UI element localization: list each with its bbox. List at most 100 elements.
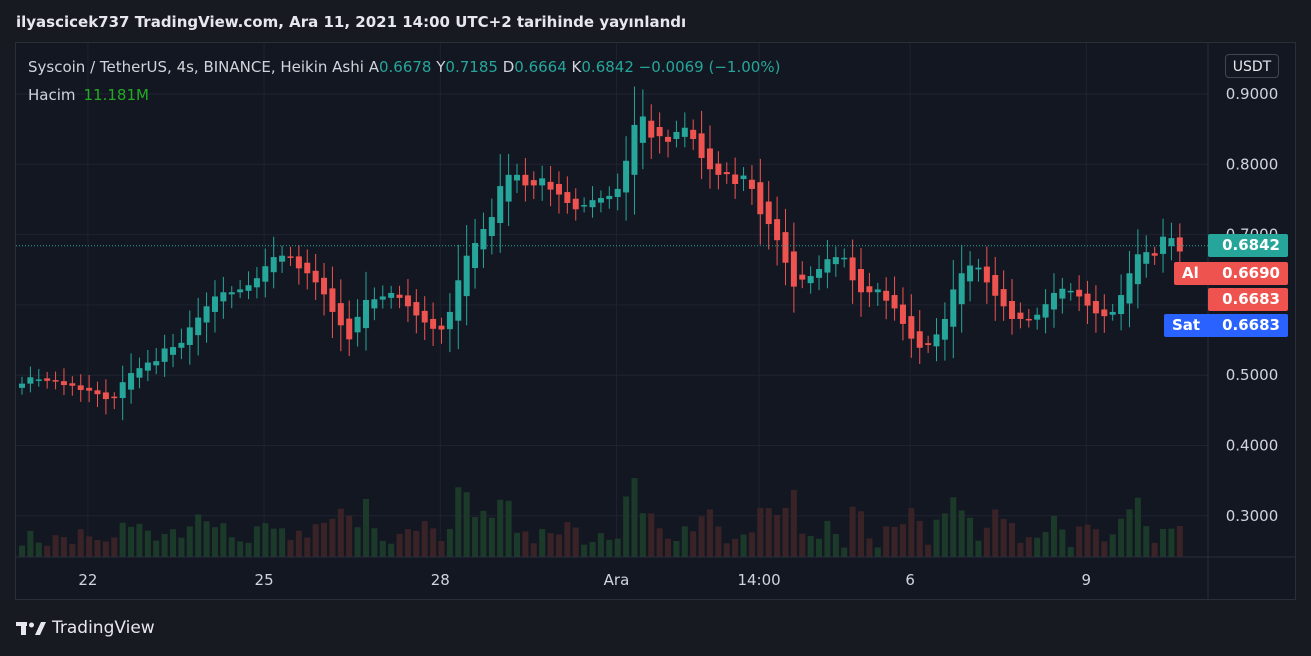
candle-body — [673, 131, 680, 139]
x-tick-label: 22 — [78, 571, 97, 589]
candle-body — [144, 362, 151, 371]
volume-bar — [983, 527, 990, 557]
candle-body — [27, 377, 34, 384]
candle-body — [35, 379, 42, 381]
y-tick-label: 0.5000 — [1226, 366, 1279, 384]
volume-bar — [698, 516, 705, 557]
candle-body — [597, 198, 604, 203]
x-tick-label: 14:00 — [737, 571, 780, 589]
footer-brand-name: TradingView — [52, 618, 155, 638]
candle-body — [899, 304, 906, 324]
buy-price-tag: Al 0.6690 — [1174, 262, 1288, 285]
candle-body — [514, 174, 521, 181]
volume-bar — [673, 541, 680, 557]
candle-body — [295, 256, 302, 269]
volume-bar — [1092, 529, 1099, 557]
candle-body — [430, 318, 437, 329]
buy-value: 0.6690 — [1222, 264, 1280, 282]
volume-bar — [346, 515, 353, 557]
footer-brand[interactable]: TradingView — [16, 618, 155, 638]
candle-body — [52, 380, 59, 382]
candle-body — [388, 292, 395, 298]
volume-bar — [874, 547, 881, 557]
candle-body — [975, 267, 982, 270]
volume-bar — [782, 507, 789, 557]
volume-bar — [656, 528, 663, 557]
volume-bar — [866, 538, 873, 557]
volume-bar — [1067, 547, 1074, 557]
candle-body — [472, 243, 479, 268]
sell-value: 0.6683 — [1222, 316, 1280, 334]
candle-body — [262, 266, 269, 282]
candle-body — [228, 292, 235, 295]
volume-bar — [396, 533, 403, 557]
volume-legend: Hacim 11.181M — [28, 86, 149, 104]
volume-bar — [170, 529, 177, 557]
candle-body — [732, 174, 739, 184]
volume-bar — [111, 537, 118, 557]
candle-body — [1017, 312, 1024, 319]
candle-body — [665, 136, 672, 142]
candle-body — [807, 276, 814, 284]
volume-bar — [430, 528, 437, 557]
candle-body — [891, 295, 898, 309]
candle-body — [983, 266, 990, 283]
candle-body — [396, 294, 403, 298]
volume-bar — [203, 521, 210, 557]
candle-body — [119, 382, 126, 399]
low-label: D — [502, 58, 515, 76]
x-tick-label: 25 — [255, 571, 274, 589]
volume-bar — [967, 517, 974, 557]
candle-body — [916, 331, 923, 348]
candle-body — [858, 269, 864, 293]
candle-body — [1126, 273, 1133, 304]
candle-body — [941, 318, 948, 340]
volume-bar — [60, 537, 67, 557]
volume-bar — [161, 533, 168, 557]
volume-bar — [52, 535, 59, 557]
candle-body — [933, 334, 940, 347]
volume-bar — [975, 540, 982, 557]
candle-body — [1118, 295, 1125, 315]
volume-value: 11.181M — [83, 86, 149, 104]
low-value: 0.6664 — [514, 58, 567, 76]
candle-body — [1009, 301, 1016, 319]
volume-bar — [748, 532, 755, 557]
candle-body — [211, 296, 218, 312]
volume-bar — [379, 540, 386, 557]
change-value: −0.0069 (−1.00%) — [638, 58, 781, 76]
volume-bar — [1134, 497, 1141, 557]
high-value: 0.7185 — [445, 58, 498, 76]
candle-body — [136, 368, 143, 378]
y-tick-label: 0.9000 — [1226, 85, 1279, 103]
candle-body — [237, 289, 244, 293]
candle-body — [1134, 254, 1141, 285]
volume-bar — [1118, 518, 1125, 557]
volume-bar — [312, 524, 319, 557]
volume-bar — [816, 538, 823, 557]
volume-bar — [606, 539, 613, 557]
volume-bar — [136, 523, 143, 557]
volume-bar — [530, 543, 537, 557]
volume-bar — [304, 537, 311, 557]
candle-body — [866, 286, 873, 293]
volume-bar — [891, 526, 898, 557]
volume-bar — [270, 528, 277, 557]
sell-label: Sat — [1172, 316, 1201, 334]
volume-bar — [421, 521, 428, 557]
currency-unit-button[interactable]: USDT — [1225, 54, 1279, 78]
volume-bar — [1059, 529, 1066, 557]
candle-body — [337, 303, 344, 326]
candle-body — [94, 390, 101, 395]
candle-body — [874, 289, 881, 293]
candle-body — [824, 259, 831, 273]
symbol-legend: Syscoin / TetherUS, 4s, BINANCE, Heikin … — [28, 58, 780, 76]
volume-bar — [832, 534, 839, 557]
volume-bar — [1168, 528, 1175, 557]
volume-bar — [824, 520, 831, 557]
x-tick-label: 28 — [431, 571, 450, 589]
candle-body — [564, 192, 571, 203]
candle-body — [329, 288, 336, 312]
buy-label: Al — [1182, 264, 1199, 282]
